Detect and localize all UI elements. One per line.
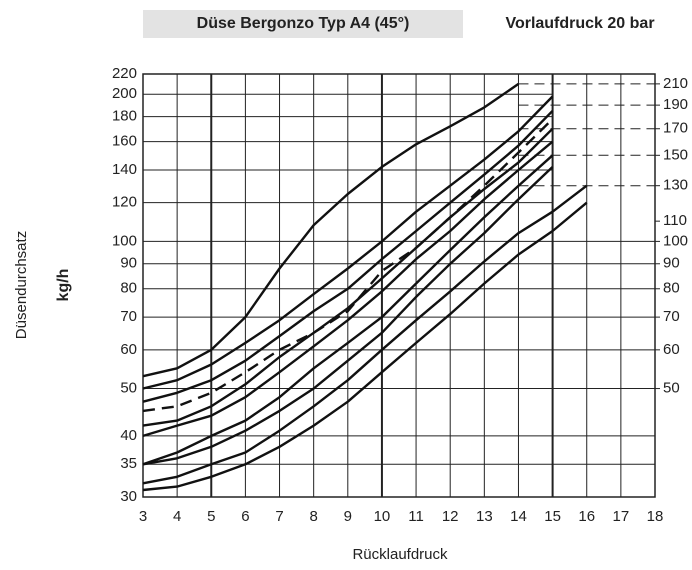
x-tick-label: 13 xyxy=(476,508,493,525)
y2-tick-label: 60 xyxy=(663,341,680,358)
y2-tick-label: 150 xyxy=(663,146,688,163)
y-tick-label: 80 xyxy=(120,280,137,297)
y-tick-label: 40 xyxy=(120,427,137,444)
y-tick-label: 200 xyxy=(112,85,137,102)
curve xyxy=(142,140,554,438)
y-axis-unit: kg/h xyxy=(55,269,72,302)
curve xyxy=(142,201,588,492)
x-tick-label: 18 xyxy=(647,508,664,525)
y2-tick-label: 210 xyxy=(663,75,688,92)
x-tick-label: 6 xyxy=(241,508,249,525)
y-tick-label: 120 xyxy=(112,194,137,211)
y2-tick-label: 50 xyxy=(663,380,680,397)
title-box xyxy=(143,10,463,38)
x-tick-label: 8 xyxy=(309,508,317,525)
x-tick-label: 14 xyxy=(510,508,527,525)
x-tick-label: 9 xyxy=(344,508,352,525)
y2-tick-label: 170 xyxy=(663,120,688,137)
y2-tick-label: 90 xyxy=(663,255,680,272)
x-tick-label: 5 xyxy=(207,508,215,525)
y-tick-label: 35 xyxy=(120,455,137,472)
y2-tick-label: 130 xyxy=(663,177,688,194)
x-axis-label: Rücklaufdruck xyxy=(352,546,448,563)
y2-tick-label: 80 xyxy=(663,280,680,297)
chart-title: Düse Bergonzo Typ A4 (45°) xyxy=(197,15,410,32)
y-tick-label: 180 xyxy=(112,108,137,125)
y-axis-label: Düsendurchsatz xyxy=(13,231,30,339)
curve xyxy=(142,82,520,378)
x-tick-label: 12 xyxy=(442,508,459,525)
y-tick-label: 70 xyxy=(120,308,137,325)
y2-tick-label: 100 xyxy=(663,232,688,249)
x-tick-label: 16 xyxy=(578,508,595,525)
y-tick-label: 30 xyxy=(120,488,137,505)
x-tick-label: 7 xyxy=(275,508,283,525)
y-tick-label: 140 xyxy=(112,161,137,178)
chart-subtitle: Vorlaufdruck 20 bar xyxy=(505,15,654,32)
y-tick-label: 60 xyxy=(120,341,137,358)
y2-tick-label: 190 xyxy=(663,96,688,113)
plot-frame xyxy=(142,73,656,498)
y-tick-label: 160 xyxy=(112,133,137,150)
curve xyxy=(142,127,554,427)
y-tick-label: 220 xyxy=(112,65,137,82)
curve xyxy=(142,118,554,413)
curve xyxy=(142,109,554,403)
curve xyxy=(142,184,588,485)
x-tick-label: 3 xyxy=(139,508,147,525)
y-tick-label: 100 xyxy=(112,232,137,249)
y2-tick-label: 110 xyxy=(663,212,687,229)
curve xyxy=(142,166,554,466)
y-tick-label: 50 xyxy=(120,380,137,397)
curve xyxy=(142,154,554,466)
y2-tick-label: 70 xyxy=(663,308,680,325)
y-tick-label: 90 xyxy=(120,255,137,272)
curve xyxy=(142,95,554,390)
x-tick-label: 10 xyxy=(374,508,391,525)
x-tick-label: 15 xyxy=(544,508,561,525)
x-tick-label: 4 xyxy=(173,508,181,525)
x-tick-label: 17 xyxy=(613,508,630,525)
x-tick-label: 11 xyxy=(408,508,424,525)
